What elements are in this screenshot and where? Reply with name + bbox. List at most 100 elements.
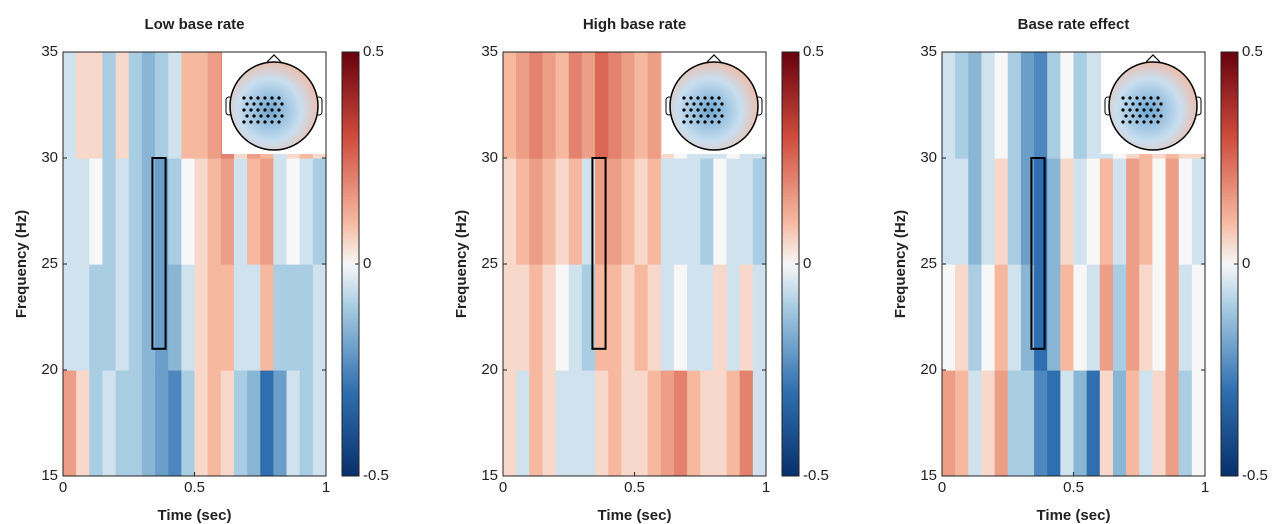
cell bbox=[207, 52, 222, 159]
electrode bbox=[1159, 114, 1163, 118]
cell bbox=[621, 370, 636, 476]
cell bbox=[621, 52, 636, 159]
electrode bbox=[263, 120, 267, 124]
cell bbox=[516, 158, 530, 265]
cell bbox=[726, 158, 741, 265]
cell bbox=[273, 158, 288, 265]
y-tick-label: 15 bbox=[41, 467, 58, 484]
electrode bbox=[706, 114, 710, 118]
cell bbox=[1020, 158, 1035, 265]
cells bbox=[503, 52, 766, 476]
electrode bbox=[696, 120, 700, 124]
electrode bbox=[682, 120, 686, 124]
cell bbox=[260, 370, 274, 476]
electrode bbox=[692, 102, 696, 106]
x-tick-label: 0.5 bbox=[1063, 479, 1084, 496]
cell bbox=[752, 158, 766, 265]
cell bbox=[1178, 370, 1193, 476]
cell bbox=[595, 370, 609, 476]
electrode bbox=[249, 108, 253, 112]
cell bbox=[247, 158, 261, 265]
cell bbox=[700, 370, 714, 476]
cell bbox=[673, 370, 688, 476]
colorbar-tick-label: 0.5 bbox=[803, 43, 824, 60]
cell bbox=[207, 158, 222, 265]
cell bbox=[141, 52, 156, 159]
nose bbox=[266, 54, 282, 63]
electrode bbox=[256, 96, 260, 100]
x-axis-label: Time (sec) bbox=[158, 507, 232, 524]
cell bbox=[634, 52, 649, 159]
cell bbox=[595, 158, 609, 265]
cell bbox=[312, 158, 326, 265]
cell bbox=[168, 52, 182, 159]
cell bbox=[621, 158, 636, 265]
cell bbox=[981, 52, 996, 159]
cell bbox=[89, 158, 104, 265]
electrode bbox=[1156, 108, 1160, 112]
cell bbox=[529, 52, 544, 159]
cell bbox=[181, 264, 196, 371]
cell bbox=[220, 370, 235, 476]
x-tick-label: 1 bbox=[322, 479, 330, 496]
cell bbox=[942, 370, 956, 476]
cell bbox=[555, 52, 570, 159]
cell bbox=[63, 264, 77, 371]
cell bbox=[233, 158, 248, 265]
cell bbox=[1126, 370, 1140, 476]
chart-title: Base rate effect bbox=[1018, 16, 1130, 33]
cell bbox=[581, 264, 596, 371]
colorbar-tick-label: 0 bbox=[363, 255, 371, 272]
electrode bbox=[266, 102, 270, 106]
cell bbox=[968, 52, 983, 159]
cell bbox=[155, 52, 169, 159]
cell bbox=[128, 370, 143, 476]
cell bbox=[1152, 158, 1167, 265]
y-tick-label: 30 bbox=[41, 149, 58, 166]
cell bbox=[673, 158, 688, 265]
cell bbox=[115, 52, 130, 159]
cell bbox=[1191, 158, 1205, 265]
colorbar-tick-label: 0 bbox=[803, 255, 811, 272]
cell bbox=[981, 264, 996, 371]
cell bbox=[1139, 158, 1153, 265]
electrode bbox=[685, 114, 689, 118]
electrode bbox=[1149, 96, 1153, 100]
cell bbox=[542, 370, 557, 476]
cell bbox=[1034, 264, 1048, 371]
cell bbox=[1099, 158, 1114, 265]
cell bbox=[1073, 158, 1088, 265]
electrode bbox=[706, 102, 710, 106]
electrode bbox=[696, 108, 700, 112]
electrode bbox=[1128, 96, 1132, 100]
cell bbox=[194, 158, 209, 265]
cell bbox=[1099, 264, 1114, 371]
x-tick-label: 0 bbox=[59, 479, 67, 496]
cell bbox=[1034, 52, 1048, 159]
cell bbox=[220, 158, 235, 265]
cell bbox=[503, 52, 517, 159]
cell bbox=[1139, 264, 1153, 371]
cell bbox=[555, 370, 570, 476]
cell bbox=[1178, 264, 1193, 371]
cell bbox=[660, 158, 675, 265]
electrode bbox=[696, 96, 700, 100]
cell bbox=[260, 264, 274, 371]
cell bbox=[581, 370, 596, 476]
cell bbox=[634, 264, 649, 371]
y-tick-label: 20 bbox=[41, 361, 58, 378]
cell bbox=[955, 264, 969, 371]
cell bbox=[128, 264, 143, 371]
electrode bbox=[713, 102, 717, 106]
electrode bbox=[1128, 120, 1132, 124]
cell bbox=[608, 370, 622, 476]
cell bbox=[89, 52, 104, 159]
cell bbox=[994, 370, 1009, 476]
cell bbox=[1007, 370, 1022, 476]
cell bbox=[63, 158, 77, 265]
cell bbox=[568, 264, 583, 371]
cell bbox=[555, 158, 570, 265]
cell bbox=[634, 370, 649, 476]
electrode bbox=[713, 114, 717, 118]
cell bbox=[1020, 264, 1035, 371]
